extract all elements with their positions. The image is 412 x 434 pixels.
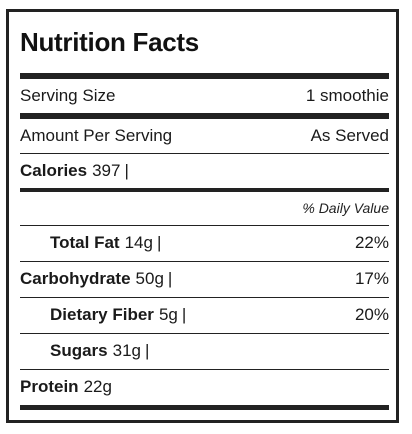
- nutrition-facts-panel: Nutrition Facts Serving Size 1 smoothie …: [6, 9, 399, 423]
- dietary-fiber-amount: 5g: [158, 305, 178, 324]
- serving-size-row: Serving Size 1 smoothie: [20, 79, 389, 113]
- dietary-fiber-label: Dietary Fiber: [50, 305, 154, 324]
- protein-label: Protein: [20, 377, 79, 396]
- calories-label: Calories: [20, 161, 88, 180]
- thin-divider: [20, 297, 389, 298]
- carbohydrate-daily-value: 17%: [354, 269, 389, 288]
- serving-size-value: 1 smoothie: [305, 86, 389, 105]
- carbohydrate-label: Carbohydrate: [20, 269, 131, 288]
- separator: |: [124, 161, 129, 180]
- calories-value: 397: [92, 161, 121, 180]
- serving-size-label: Serving Size: [20, 86, 116, 105]
- nutrition-facts-title: Nutrition Facts: [20, 27, 199, 57]
- total-fat-label: Total Fat: [50, 233, 120, 252]
- carbohydrate-amount: 50g: [135, 269, 164, 288]
- amount-per-serving-value: As Served: [310, 126, 389, 145]
- bottom-thick-divider: [20, 405, 389, 410]
- amount-per-serving-row: Amount Per Serving As Served: [20, 119, 389, 153]
- dietary-fiber-row: Dietary Fiber 5g | 20%: [20, 298, 389, 332]
- calories-row: Calories 397 |: [20, 154, 389, 188]
- dietary-fiber-daily-value: 20%: [354, 305, 389, 324]
- separator: |: [167, 269, 173, 288]
- total-fat-daily-value: 22%: [354, 233, 389, 252]
- thick-divider: [20, 113, 389, 119]
- daily-value-header: % Daily Value: [302, 200, 389, 216]
- carbohydrate-row: Carbohydrate 50g | 17%: [20, 262, 389, 296]
- sugars-amount: 31g: [112, 341, 142, 360]
- thin-divider: [20, 333, 389, 334]
- amount-per-serving-label: Amount Per Serving: [20, 126, 173, 145]
- thin-divider: [20, 153, 389, 154]
- sugars-row: Sugars 31g |: [20, 334, 389, 368]
- protein-amount: 22g: [83, 377, 112, 396]
- protein-row: Protein 22g: [20, 370, 389, 404]
- separator: |: [156, 233, 162, 252]
- thin-divider: [20, 261, 389, 262]
- thin-divider: [20, 369, 389, 370]
- sugars-label: Sugars: [50, 341, 108, 360]
- total-fat-amount: 14g: [124, 233, 153, 252]
- separator: |: [181, 305, 187, 324]
- total-fat-row: Total Fat 14g | 22%: [20, 226, 389, 260]
- thick-divider: [20, 73, 389, 79]
- thin-divider: [20, 225, 389, 226]
- medium-divider: [20, 188, 389, 192]
- separator: |: [145, 341, 150, 360]
